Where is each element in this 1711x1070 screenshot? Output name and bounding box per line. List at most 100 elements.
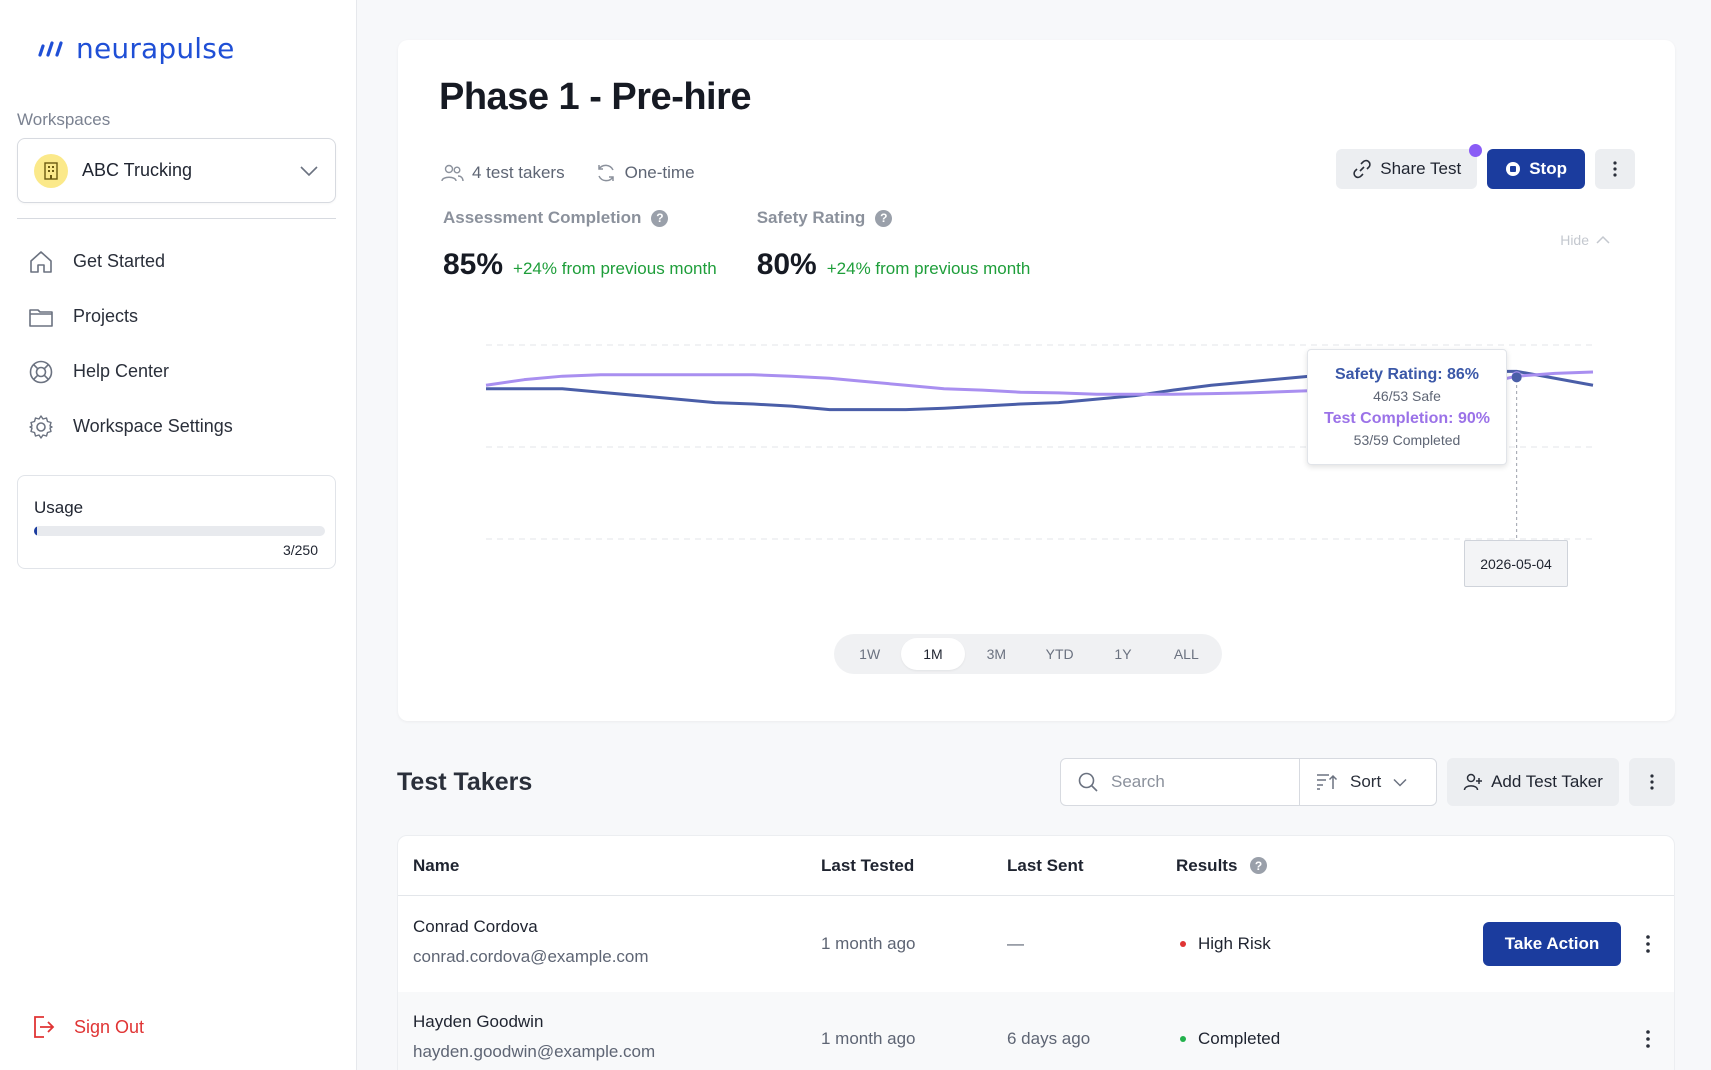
row-more-button[interactable] bbox=[1638, 929, 1658, 959]
kebab-icon bbox=[1613, 161, 1617, 177]
frequency-text: One-time bbox=[624, 163, 695, 182]
table-row[interactable]: Hayden Goodwin hayden.goodwin@example.co… bbox=[398, 992, 1674, 1070]
row-last-tested: 1 month ago bbox=[821, 934, 916, 953]
usage-progress-fill bbox=[34, 526, 38, 536]
kebab-icon bbox=[1646, 1030, 1650, 1048]
sidebar-nav: Get Started Projects Help Center Workspa… bbox=[17, 234, 336, 454]
table-row[interactable]: Conrad Cordova conrad.cordova@example.co… bbox=[398, 897, 1674, 992]
brand-logo[interactable]: neurapulse bbox=[36, 32, 235, 65]
usage-title: Usage bbox=[34, 498, 84, 517]
chevron-down-icon bbox=[300, 165, 318, 176]
share-test-button[interactable]: Share Test bbox=[1336, 144, 1483, 189]
table-more-button[interactable] bbox=[1629, 758, 1675, 806]
stat-change: +24% from previous month bbox=[826, 259, 1031, 278]
search-input[interactable] bbox=[1111, 772, 1271, 792]
home-icon bbox=[30, 250, 52, 273]
test-takers-text: 4 test takers bbox=[472, 163, 565, 182]
refresh-icon bbox=[597, 164, 614, 182]
nav-label: Workspace Settings bbox=[73, 416, 233, 436]
row-last-sent: 6 days ago bbox=[1007, 1029, 1091, 1048]
search-icon bbox=[1078, 772, 1098, 792]
row-result-label: Completed bbox=[1198, 1029, 1281, 1048]
row-last-sent: — bbox=[1007, 934, 1024, 953]
stat-assessment-completion: Assessment Completion? 85% +24% from prev… bbox=[443, 208, 717, 282]
usage-card: Usage 3/250 bbox=[17, 475, 336, 569]
sort-label: Sort bbox=[1350, 772, 1382, 791]
sort-dropdown[interactable]: Sort bbox=[1299, 758, 1437, 806]
test-takers-table: Name Last Tested Last Sent Results ? Con… bbox=[397, 835, 1675, 1070]
col-last-tested[interactable]: Last Tested bbox=[821, 856, 915, 875]
help-icon[interactable]: ? bbox=[651, 209, 669, 227]
chart-date-label: 2026-05-04 bbox=[1464, 540, 1568, 587]
nav-label: Help Center bbox=[73, 361, 170, 381]
stop-button[interactable]: Stop bbox=[1487, 149, 1585, 189]
add-test-taker-button[interactable]: Add Test Taker bbox=[1447, 758, 1619, 806]
row-result: High Risk bbox=[1180, 934, 1271, 954]
help-icon[interactable]: ? bbox=[875, 209, 893, 227]
range-1y[interactable]: 1Y bbox=[1114, 646, 1132, 662]
share-label: Share Test bbox=[1380, 159, 1462, 178]
stat-change: +24% from previous month bbox=[513, 259, 717, 278]
add-label: Add Test Taker bbox=[1491, 772, 1603, 791]
col-last-sent[interactable]: Last Sent bbox=[1007, 856, 1084, 875]
row-email: hayden.goodwin@example.com bbox=[413, 1042, 656, 1061]
nav-label: Projects bbox=[73, 306, 139, 326]
hide-chart-toggle[interactable]: Hide bbox=[1560, 232, 1611, 248]
workspaces-label: Workspaces bbox=[17, 110, 111, 129]
divider bbox=[17, 218, 336, 219]
range-ytd[interactable]: YTD bbox=[1045, 646, 1074, 662]
workspace-name: ABC Trucking bbox=[82, 160, 193, 180]
usage-progress-bar bbox=[34, 526, 325, 536]
stop-label: Stop bbox=[1529, 159, 1567, 178]
sign-out-button[interactable]: Sign Out bbox=[30, 1014, 144, 1040]
col-results[interactable]: Results bbox=[1176, 856, 1238, 875]
range-1w[interactable]: 1W bbox=[859, 646, 881, 662]
row-name: Hayden Goodwin bbox=[413, 1012, 544, 1031]
row-result: Completed bbox=[1180, 1029, 1280, 1049]
nav-projects[interactable]: Projects bbox=[17, 289, 336, 344]
link-icon bbox=[1353, 159, 1371, 179]
tooltip-safety-detail: 46/53 Safe bbox=[1373, 388, 1441, 404]
sidebar: neurapulse Workspaces ABC Trucking Get S… bbox=[0, 0, 357, 1070]
col-name[interactable]: Name bbox=[413, 856, 460, 875]
range-3m[interactable]: 3M bbox=[986, 646, 1007, 662]
stat-value: 85% bbox=[443, 248, 504, 281]
stats-row: Assessment Completion? 85% +24% from prev… bbox=[443, 208, 1030, 282]
stat-label: Assessment Completion bbox=[443, 208, 642, 227]
range-1m[interactable]: 1M bbox=[901, 638, 965, 670]
workspace-selector[interactable]: ABC Trucking bbox=[17, 138, 336, 203]
help-icon[interactable]: ? bbox=[1250, 857, 1267, 874]
usage-count: 3/250 bbox=[282, 542, 318, 558]
brand-name: neurapulse bbox=[76, 32, 235, 65]
sort-icon bbox=[1317, 774, 1338, 790]
row-more-button[interactable] bbox=[1638, 1024, 1658, 1054]
project-meta: 4 test takers One-time bbox=[440, 162, 695, 184]
nav-workspace-settings[interactable]: Workspace Settings bbox=[17, 399, 336, 454]
gear-icon bbox=[29, 414, 53, 439]
nav-get-started[interactable]: Get Started bbox=[17, 234, 336, 289]
section-title: Test Takers bbox=[397, 768, 533, 796]
status-dot bbox=[1180, 1036, 1186, 1042]
page-title: Phase 1 - Pre-hire bbox=[439, 76, 752, 118]
users-icon bbox=[441, 164, 464, 182]
stop-icon bbox=[1506, 162, 1521, 176]
hide-label: Hide bbox=[1560, 232, 1589, 248]
notification-dot bbox=[1469, 144, 1483, 157]
kebab-icon bbox=[1650, 774, 1654, 790]
sign-out-label: Sign Out bbox=[74, 1016, 145, 1037]
hover-point bbox=[1511, 372, 1522, 383]
tooltip-completion-detail: 53/59 Completed bbox=[1353, 432, 1461, 448]
more-options-button[interactable] bbox=[1595, 149, 1635, 189]
chevron-down-icon bbox=[1393, 778, 1407, 787]
frequency: One-time bbox=[595, 162, 695, 184]
range-all[interactable]: ALL bbox=[1173, 646, 1199, 662]
folder-icon bbox=[29, 308, 53, 327]
add-user-icon bbox=[1463, 773, 1483, 791]
project-overview-card: Phase 1 - Pre-hire 4 test takers One-tim… bbox=[398, 40, 1675, 721]
stat-safety-rating: Safety Rating? 80% +24% from previous mon… bbox=[757, 208, 1031, 282]
tooltip-safety: Safety Rating: 86% bbox=[1334, 366, 1480, 383]
logo-mark-icon bbox=[38, 40, 63, 57]
nav-help-center[interactable]: Help Center bbox=[17, 344, 336, 399]
sign-out-icon bbox=[34, 1016, 55, 1038]
take-action-button[interactable]: Take Action bbox=[1483, 922, 1621, 966]
